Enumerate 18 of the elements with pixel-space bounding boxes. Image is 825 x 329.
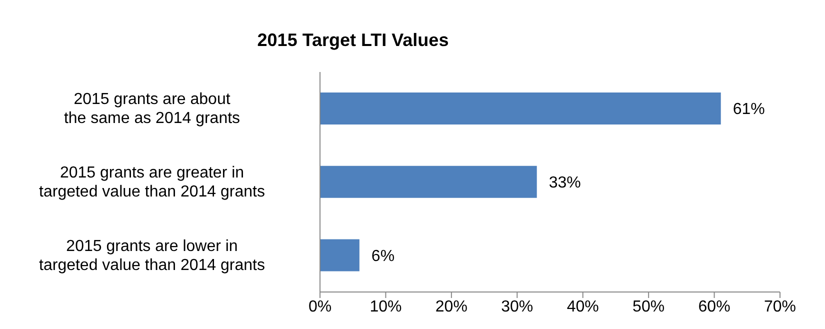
x-tick-label: 60% bbox=[698, 298, 730, 316]
data-label: 6% bbox=[371, 248, 395, 265]
bar bbox=[320, 239, 360, 272]
chart-title: 2015 Target LTI Values bbox=[257, 30, 449, 50]
x-tick-label: 0% bbox=[308, 298, 332, 316]
y-tick-label: 2015 grants are greater in targeted value than 2014 grants bbox=[39, 164, 265, 200]
data-label: 33% bbox=[548, 174, 581, 192]
x-tick-label: 50% bbox=[632, 298, 665, 316]
y-tick-label: 2015 grants are lower in targeted value than 2014 grants bbox=[39, 238, 265, 274]
bar bbox=[320, 166, 537, 198]
x-tick-label: 20% bbox=[435, 298, 468, 316]
x-tick-label: 40% bbox=[566, 298, 599, 316]
data-label: 61% bbox=[732, 101, 765, 118]
x-tick-label: 70% bbox=[764, 298, 796, 316]
y-tick-label: 2015 grants are about the same as 2014 grants bbox=[64, 91, 240, 128]
bar bbox=[320, 92, 721, 125]
x-tick-label: 30% bbox=[501, 298, 534, 316]
x-tick-label: 10% bbox=[370, 298, 402, 316]
